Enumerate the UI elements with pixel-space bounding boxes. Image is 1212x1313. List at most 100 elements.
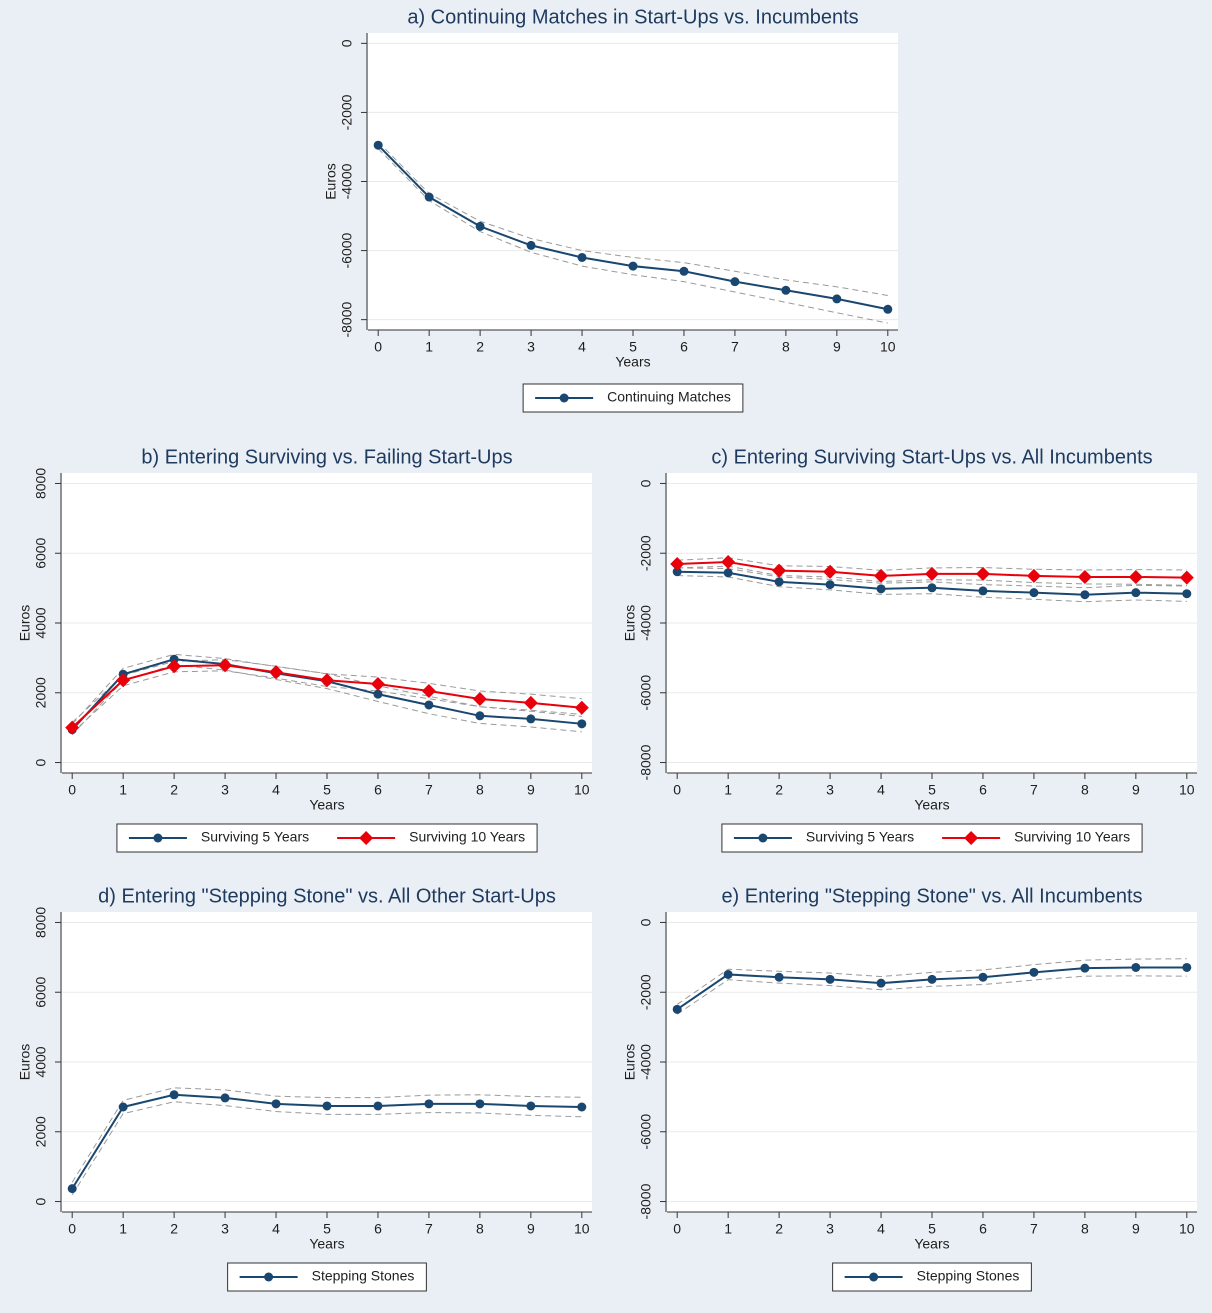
marker	[925, 566, 939, 581]
marker	[1080, 963, 1090, 973]
marker	[526, 1101, 536, 1111]
legend-label: Surviving 5 Years	[806, 829, 914, 845]
x-tick-label: 8	[782, 339, 790, 355]
marker	[574, 700, 589, 715]
chart-title: e) Entering "Stepping Stone" vs. All Inc…	[721, 885, 1142, 907]
x-tick-label: 2	[170, 782, 178, 798]
marker	[1182, 589, 1192, 599]
marker	[927, 974, 937, 984]
y-axis-label: Euros	[17, 1044, 33, 1081]
y-tick-label: 2000	[33, 1116, 49, 1147]
marker	[772, 563, 787, 578]
marker	[424, 192, 434, 202]
marker	[475, 221, 485, 231]
x-tick-label: 3	[221, 1221, 229, 1237]
x-tick-label: 7	[1030, 1221, 1038, 1237]
marker	[65, 720, 80, 735]
y-tick-label: 6000	[33, 976, 49, 1007]
x-axis-label: Years	[309, 1236, 344, 1252]
y-tick-label: 0	[33, 1197, 49, 1205]
x-tick-label: 8	[476, 1221, 484, 1237]
y-tick-label: 0	[638, 479, 654, 487]
marker	[927, 583, 937, 593]
legend-marker	[359, 831, 374, 845]
y-tick-label: 0	[638, 918, 654, 926]
marker	[730, 277, 740, 287]
legend	[721, 823, 1143, 853]
x-tick-label: 5	[323, 782, 331, 798]
x-tick-label: 3	[826, 782, 834, 798]
y-tick-label: -6000	[339, 232, 355, 268]
x-tick-label: 10	[574, 1221, 590, 1237]
marker	[320, 673, 334, 688]
y-tick-label: 8000	[33, 907, 49, 938]
x-tick-label: 9	[833, 339, 841, 355]
legend-items: Continuing Matches	[535, 389, 731, 405]
x-tick-label: 3	[221, 782, 229, 798]
x-tick-label: 0	[673, 1221, 681, 1237]
ci-line	[377, 148, 888, 324]
legend-items: Surviving 5 Years Surviving 10 Years	[733, 829, 1130, 845]
x-tick-label: 5	[928, 1221, 936, 1237]
marker	[975, 566, 990, 581]
marker	[577, 252, 587, 262]
y-tick-label: -8000	[638, 744, 654, 780]
legend-marker	[153, 833, 163, 843]
x-tick-label: 9	[1132, 1221, 1140, 1237]
marker	[271, 1099, 281, 1109]
legend-marker	[264, 1272, 274, 1282]
y-tick-label: 4000	[33, 1046, 49, 1077]
x-axis-label: Years	[309, 797, 344, 813]
legend-marker	[964, 831, 979, 845]
marker	[1182, 962, 1192, 972]
y-tick-label: -4000	[638, 1044, 654, 1080]
legend-label: Surviving 5 Years	[201, 829, 309, 845]
x-tick-label: 6	[979, 782, 987, 798]
x-tick-label: 9	[527, 782, 535, 798]
x-tick-label: 2	[170, 1221, 178, 1237]
marker	[672, 1004, 682, 1014]
marker	[883, 304, 893, 314]
legend-marker	[869, 1272, 879, 1282]
x-tick-label: 7	[731, 339, 739, 355]
marker	[723, 568, 733, 578]
marker	[169, 1090, 179, 1100]
marker	[526, 714, 536, 724]
marker	[832, 294, 842, 304]
x-tick-label: 3	[527, 339, 535, 355]
y-tick-label: 2000	[33, 677, 49, 708]
legend	[116, 823, 538, 853]
chart-title: d) Entering "Stepping Stone" vs. All Oth…	[98, 885, 556, 907]
marker	[218, 658, 233, 673]
marker	[1179, 570, 1194, 585]
marker	[1080, 590, 1090, 600]
x-tick-label: 0	[374, 339, 382, 355]
x-tick-label: 4	[877, 782, 885, 798]
marker	[472, 692, 487, 707]
marker	[269, 665, 284, 680]
legend-label: Stepping Stones	[312, 1268, 415, 1284]
y-axis-label: Euros	[323, 163, 339, 200]
x-tick-label: 1	[724, 782, 732, 798]
legend-items: Stepping Stones	[239, 1268, 415, 1284]
y-tick-label: 0	[33, 758, 49, 766]
y-tick-label: 0	[339, 39, 355, 47]
ci-line	[677, 567, 1187, 589]
marker	[118, 1102, 128, 1112]
marker	[781, 285, 791, 295]
x-tick-label: 10	[880, 339, 896, 355]
marker	[577, 719, 587, 729]
x-tick-label: 6	[979, 1221, 987, 1237]
x-tick-label: 9	[1132, 782, 1140, 798]
marker	[421, 684, 436, 699]
marker	[1131, 962, 1141, 972]
ci-line	[71, 664, 582, 735]
marker	[721, 554, 736, 569]
marker	[774, 577, 784, 587]
marker	[1029, 967, 1039, 977]
marker	[167, 659, 182, 674]
x-tick-label: 1	[724, 1221, 732, 1237]
marker	[874, 568, 889, 583]
marker	[67, 1184, 77, 1194]
